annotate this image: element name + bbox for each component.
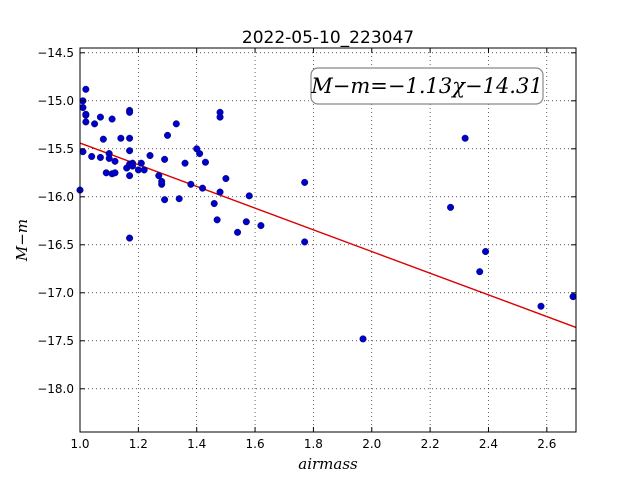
data-point <box>199 184 207 192</box>
data-point <box>134 166 142 174</box>
data-point <box>96 153 104 161</box>
data-point <box>96 113 104 121</box>
data-point <box>301 178 309 186</box>
y-tick-label: −15.0 <box>37 94 74 108</box>
data-point <box>242 218 250 226</box>
data-point <box>79 148 87 156</box>
data-point <box>129 162 137 170</box>
data-point <box>569 293 577 301</box>
x-tick-label: 1.2 <box>129 437 148 451</box>
x-tick-label: 2.6 <box>537 437 556 451</box>
data-point <box>146 152 154 160</box>
data-point <box>161 155 169 163</box>
data-point <box>234 228 242 236</box>
y-axis-label: M−m <box>13 219 31 262</box>
x-tick-label: 1.4 <box>187 437 206 451</box>
data-point <box>126 234 134 242</box>
x-axis-label: airmass <box>298 455 358 473</box>
x-tick-label: 2.4 <box>479 437 498 451</box>
data-point <box>126 172 134 180</box>
data-point <box>137 159 145 167</box>
data-point <box>359 335 367 343</box>
fit-line <box>79 142 577 329</box>
y-axis-ticks: −14.5 −15.0 −15.5 −16.0 −16.5 −17.0 −17.5 −18.0 <box>37 46 576 396</box>
data-point <box>99 135 107 143</box>
data-point <box>102 169 110 177</box>
data-point <box>79 104 87 112</box>
data-point <box>158 177 166 185</box>
x-tick-label: 1.8 <box>304 437 323 451</box>
data-point <box>105 154 113 162</box>
data-point <box>461 134 469 142</box>
x-tick-label: 1.0 <box>70 437 89 451</box>
data-point <box>196 150 204 158</box>
y-tick-label: −16.5 <box>37 238 74 252</box>
y-tick-label: −15.5 <box>37 142 74 156</box>
data-point <box>181 159 189 167</box>
y-tick-label: −17.5 <box>37 334 74 348</box>
chart-title: 2022-05-10_223047 <box>242 28 414 48</box>
data-point <box>161 196 169 204</box>
data-point <box>257 222 265 230</box>
data-point <box>82 85 90 93</box>
x-axis-ticks: 1.0 1.2 1.4 1.6 1.8 2.0 2.2 2.4 2.6 <box>70 48 556 451</box>
data-point <box>301 238 309 246</box>
data-point <box>245 192 253 200</box>
data-point <box>213 216 221 224</box>
data-point <box>172 120 180 128</box>
data-point <box>210 200 218 208</box>
data-point <box>216 188 224 196</box>
data-point <box>482 248 490 256</box>
x-tick-label: 1.6 <box>246 437 265 451</box>
data-point <box>82 110 90 118</box>
data-point <box>164 131 172 139</box>
data-point <box>222 175 230 183</box>
data-point <box>108 115 116 123</box>
data-point <box>82 118 90 126</box>
data-point <box>126 134 134 142</box>
data-point <box>117 134 125 142</box>
y-tick-label: −18.0 <box>37 382 74 396</box>
fit-equation-frame <box>310 67 544 105</box>
data-point <box>187 180 195 188</box>
fit-line-layer <box>79 142 577 329</box>
fit-equation-text: M−m=−1.13χ−14.31 <box>310 74 542 98</box>
data-point <box>126 108 134 116</box>
y-tick-label: −17.0 <box>37 286 74 300</box>
data-point <box>175 195 183 203</box>
data-points <box>76 85 577 343</box>
data-point <box>111 157 119 165</box>
fit-equation-box: M−m=−1.13χ−14.31 <box>310 67 544 105</box>
x-tick-label: 2.2 <box>421 437 440 451</box>
data-point <box>91 120 99 128</box>
data-point <box>126 147 134 155</box>
data-point <box>88 152 96 160</box>
data-point <box>537 302 545 310</box>
data-point <box>447 203 455 211</box>
y-tick-label: −16.0 <box>37 190 74 204</box>
data-point <box>140 166 148 174</box>
x-tick-label: 2.0 <box>362 437 381 451</box>
plot-frame <box>79 47 577 433</box>
data-point <box>216 113 224 121</box>
data-point <box>201 158 209 166</box>
y-tick-label: −14.5 <box>37 46 74 60</box>
data-point <box>155 172 163 180</box>
data-point <box>476 268 484 276</box>
data-point <box>111 169 119 177</box>
